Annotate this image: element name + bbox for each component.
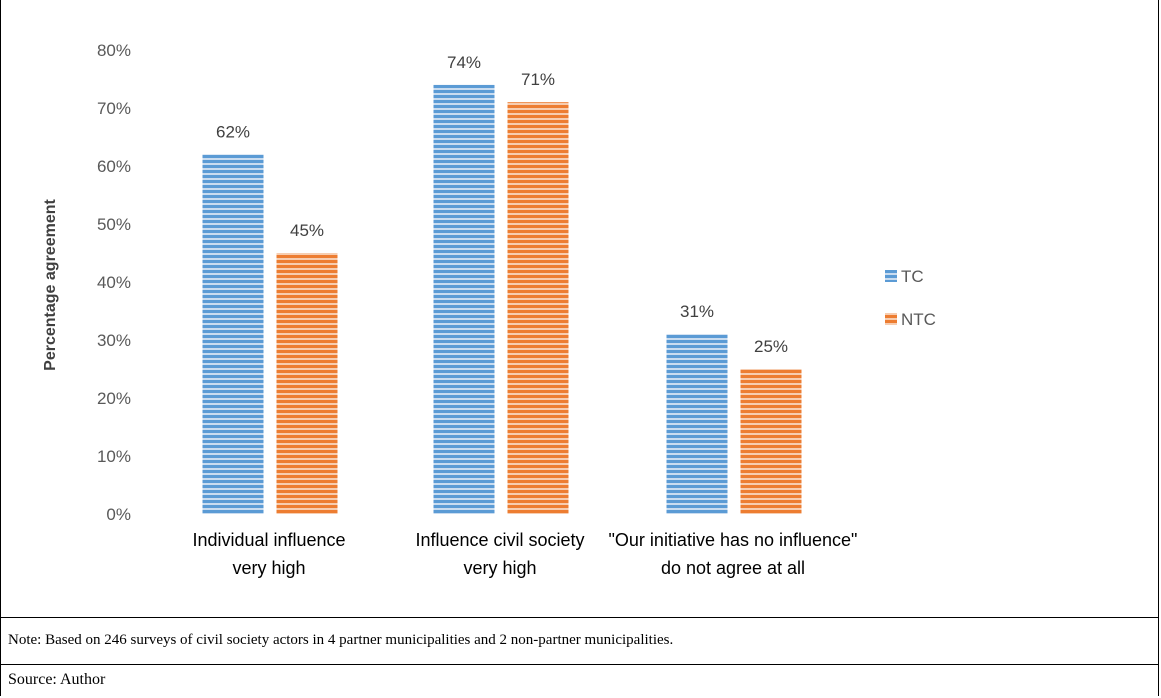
data-label: 74% xyxy=(447,53,481,72)
x-tick-label: very high xyxy=(232,558,305,578)
legend-label-ntc: NTC xyxy=(901,310,936,329)
bar-tc xyxy=(666,334,728,514)
x-tick-label: very high xyxy=(463,558,536,578)
y-tick-label: 80% xyxy=(97,41,131,60)
source-text: Source: Author xyxy=(8,671,106,688)
y-tick-label: 30% xyxy=(97,331,131,350)
y-tick-label: 20% xyxy=(97,389,131,408)
chart-area: Percentage agreement 0% 10% 20% 30% 40% 50% 60… xyxy=(0,41,1159,618)
x-tick-label: Individual influence xyxy=(192,530,345,550)
legend: TC NTC xyxy=(885,267,936,329)
bars: 62% 74% 31% 45% 71% 25% xyxy=(202,53,802,515)
bar-ntc xyxy=(507,102,569,514)
y-axis-label: Percentage agreement xyxy=(42,199,59,371)
data-label: 45% xyxy=(290,221,324,240)
data-label: 31% xyxy=(680,302,714,321)
legend-label-tc: TC xyxy=(901,267,924,286)
data-label: 71% xyxy=(521,70,555,89)
y-tick-label: 70% xyxy=(97,99,131,118)
x-tick-label: Influence civil society xyxy=(415,530,584,550)
bar-ntc xyxy=(276,253,338,514)
data-label: 62% xyxy=(216,122,250,141)
legend-swatch-ntc xyxy=(885,313,897,325)
y-tick-label: 50% xyxy=(97,215,131,234)
x-tick-label: "Our initiative has no influence" xyxy=(609,530,858,550)
y-tick-label: 60% xyxy=(97,157,131,176)
note-text: Note: Based on 246 surveys of civil soci… xyxy=(0,618,1159,665)
bar-chart: Percentage agreement 0% 10% 20% 30% 40% 50% 60… xyxy=(42,41,936,578)
bar-ntc xyxy=(740,369,802,514)
y-tick-label: 0% xyxy=(106,505,131,524)
bar-tc xyxy=(433,84,495,515)
x-axis-labels: Individual influence very high Influence c… xyxy=(192,530,857,578)
y-tick-label: 10% xyxy=(97,447,131,466)
x-tick-label: do not agree at all xyxy=(661,558,805,578)
bar-tc xyxy=(202,154,264,514)
y-tick-label: 40% xyxy=(97,273,131,292)
data-label: 25% xyxy=(754,337,788,356)
y-axis-ticks: 0% 10% 20% 30% 40% 50% 60% 70% 80% xyxy=(97,41,131,524)
legend-swatch-tc xyxy=(885,270,897,282)
